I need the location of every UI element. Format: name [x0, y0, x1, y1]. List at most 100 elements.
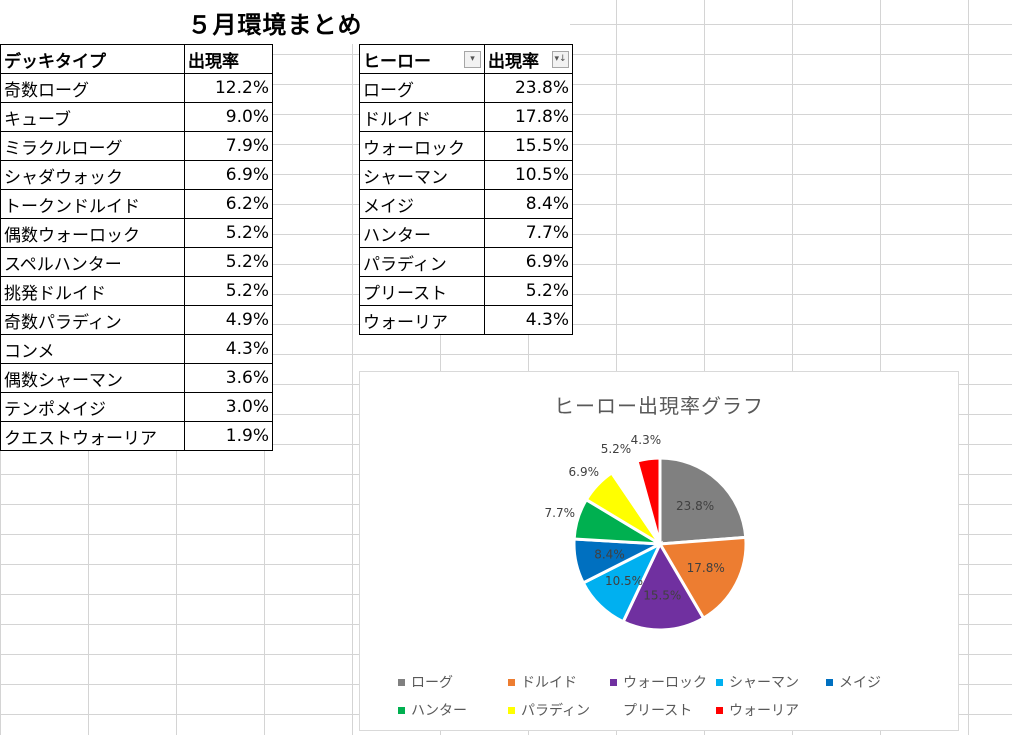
- deck-rate-cell[interactable]: 6.9%: [184, 160, 273, 190]
- hero-name-cell[interactable]: ウォーリア: [359, 305, 485, 335]
- legend-label: シャーマン: [729, 675, 799, 691]
- deck-name-cell[interactable]: シャダウォック: [0, 160, 185, 190]
- table-row: テンポメイジ 3.0%: [0, 392, 273, 422]
- table-row: ウォーリア 4.3%: [359, 305, 573, 335]
- table-row: トークンドルイド 6.2%: [0, 189, 273, 219]
- deck-rate-cell[interactable]: 9.0%: [184, 102, 273, 132]
- filter-dropdown-icon[interactable]: ▾: [464, 51, 481, 68]
- sheet-title[interactable]: ５月環境まとめ: [0, 0, 570, 44]
- hero-rate-header[interactable]: 出現率 ▾↓: [484, 44, 573, 74]
- deck-type-header[interactable]: デッキタイプ: [0, 44, 185, 74]
- deck-rate-header[interactable]: 出現率: [184, 44, 273, 74]
- deck-rate-cell[interactable]: 5.2%: [184, 276, 273, 306]
- pie-slice-9[interactable]: [635, 456, 662, 545]
- deck-rate-cell[interactable]: 4.3%: [184, 334, 273, 364]
- deck-name-cell[interactable]: クエストウォーリア: [0, 421, 185, 451]
- deck-rate-cell[interactable]: 7.9%: [184, 131, 273, 161]
- deck-name-cell[interactable]: コンメ: [0, 334, 185, 364]
- table-row: キューブ 9.0%: [0, 102, 273, 132]
- table-row: 奇数パラディン 4.9%: [0, 305, 273, 335]
- deck-rate-cell[interactable]: 6.2%: [184, 189, 273, 219]
- legend-item[interactable]: パラディン: [508, 700, 590, 720]
- hero-name-cell[interactable]: ハンター: [359, 218, 485, 248]
- legend-item[interactable]: シャーマン: [716, 672, 799, 692]
- deck-name-cell[interactable]: スペルハンター: [0, 247, 185, 277]
- deck-rate-cell[interactable]: 3.6%: [184, 363, 273, 393]
- deck-rate-cell[interactable]: 3.0%: [184, 392, 273, 422]
- pie-slice-2[interactable]: [657, 535, 748, 621]
- table-row: 偶数シャーマン 3.6%: [0, 363, 273, 393]
- table-row: ウォーロック 15.5%: [359, 131, 573, 161]
- deck-name-cell[interactable]: トークンドルイド: [0, 189, 185, 219]
- legend-swatch-icon: [610, 678, 617, 686]
- table-row: パラディン 6.9%: [359, 247, 573, 277]
- hero-name-cell[interactable]: パラディン: [359, 247, 485, 277]
- hero-rate-cell[interactable]: 10.5%: [484, 160, 573, 190]
- deck-name-cell[interactable]: 挑発ドルイド: [0, 276, 185, 306]
- hero-header-label: ヒーロー: [363, 51, 431, 72]
- hero-rate-cell[interactable]: 4.3%: [484, 305, 573, 335]
- table-row: 偶数ウォーロック 5.2%: [0, 218, 273, 248]
- data-label-7: 6.9%: [569, 465, 600, 479]
- deck-name-cell[interactable]: キューブ: [0, 102, 185, 132]
- chart-title[interactable]: ヒーロー出現率グラフ: [554, 394, 764, 418]
- hero-rate-cell[interactable]: 15.5%: [484, 131, 573, 161]
- hero-name-cell[interactable]: ドルイド: [359, 102, 485, 132]
- legend-item[interactable]: プリースト: [610, 700, 692, 720]
- legend-swatch-icon: [508, 678, 515, 686]
- deck-name-cell[interactable]: 偶数シャーマン: [0, 363, 185, 393]
- deck-rate-cell[interactable]: 5.2%: [184, 247, 273, 277]
- legend-item[interactable]: ローグ: [398, 672, 453, 692]
- legend-item[interactable]: ドルイド: [508, 672, 577, 692]
- pie-slice-1[interactable]: [658, 456, 748, 546]
- hero-name-cell[interactable]: ウォーロック: [359, 131, 485, 161]
- deck-name-cell[interactable]: 偶数ウォーロック: [0, 218, 185, 248]
- legend-item[interactable]: ウォーロック: [610, 672, 707, 692]
- hero-rate-cell[interactable]: 23.8%: [484, 73, 573, 103]
- hero-rate-cell[interactable]: 5.2%: [484, 276, 573, 306]
- table-row: 挑発ドルイド 5.2%: [0, 276, 273, 306]
- legend-swatch-icon: [610, 706, 617, 714]
- table-header-row: デッキタイプ 出現率: [0, 44, 273, 74]
- deck-name-cell[interactable]: テンポメイジ: [0, 392, 185, 422]
- hero-pie-chart[interactable]: ヒーロー出現率グラフ 23.8% 17.8% 15.5% 10.5% 8.4% 7.7% 6…: [359, 371, 959, 731]
- data-label-4: 10.5%: [605, 574, 643, 588]
- hero-rate-header-label: 出現率: [488, 51, 539, 72]
- legend-label: ウォーリア: [729, 703, 799, 719]
- legend-label: プリースト: [623, 703, 693, 719]
- hero-rate-cell[interactable]: 7.7%: [484, 218, 573, 248]
- sort-filter-icon[interactable]: ▾↓: [552, 51, 569, 68]
- legend-label: メイジ: [839, 675, 881, 691]
- deck-rate-cell[interactable]: 4.9%: [184, 305, 273, 335]
- pie-plot-area[interactable]: 23.8% 17.8% 15.5%10.5% 8.4% 7.7% 6.9%5.2%4.3%: [360, 372, 958, 730]
- hero-name-cell[interactable]: シャーマン: [359, 160, 485, 190]
- hero-rate-cell[interactable]: 8.4%: [484, 189, 573, 219]
- pie-slice-3[interactable]: [621, 540, 706, 632]
- hero-name-cell[interactable]: プリースト: [359, 276, 485, 306]
- deck-rate-cell[interactable]: 5.2%: [184, 218, 273, 248]
- legend-swatch-icon: [398, 706, 405, 714]
- table-row: ローグ 23.8%: [359, 73, 573, 103]
- deck-name-cell[interactable]: ミラクルローグ: [0, 131, 185, 161]
- deck-name-cell[interactable]: 奇数パラディン: [0, 305, 185, 335]
- data-label-2: 17.8%: [687, 561, 725, 575]
- deck-name-cell[interactable]: 奇数ローグ: [0, 73, 185, 103]
- hero-header[interactable]: ヒーロー ▾: [359, 44, 485, 74]
- legend-label: ローグ: [411, 675, 453, 691]
- data-label-3: 15.5%: [643, 589, 681, 603]
- hero-name-cell[interactable]: メイジ: [359, 189, 485, 219]
- deck-rate-cell[interactable]: 12.2%: [184, 73, 273, 103]
- data-label-9: 4.3%: [631, 433, 662, 447]
- legend-item[interactable]: ウォーリア: [716, 700, 799, 720]
- legend-item[interactable]: メイジ: [826, 672, 881, 692]
- hero-name-cell[interactable]: ローグ: [359, 73, 485, 103]
- table-row: スペルハンター 5.2%: [0, 247, 273, 277]
- legend-label: ハンター: [411, 703, 467, 719]
- hero-rate-cell[interactable]: 6.9%: [484, 247, 573, 277]
- hero-rate-cell[interactable]: 17.8%: [484, 102, 573, 132]
- table-row: シャダウォック 6.9%: [0, 160, 273, 190]
- data-label-8: 5.2%: [601, 442, 632, 456]
- deck-rate-cell[interactable]: 1.9%: [184, 421, 273, 451]
- legend-item[interactable]: ハンター: [398, 700, 467, 720]
- table-row: ドルイド 17.8%: [359, 102, 573, 132]
